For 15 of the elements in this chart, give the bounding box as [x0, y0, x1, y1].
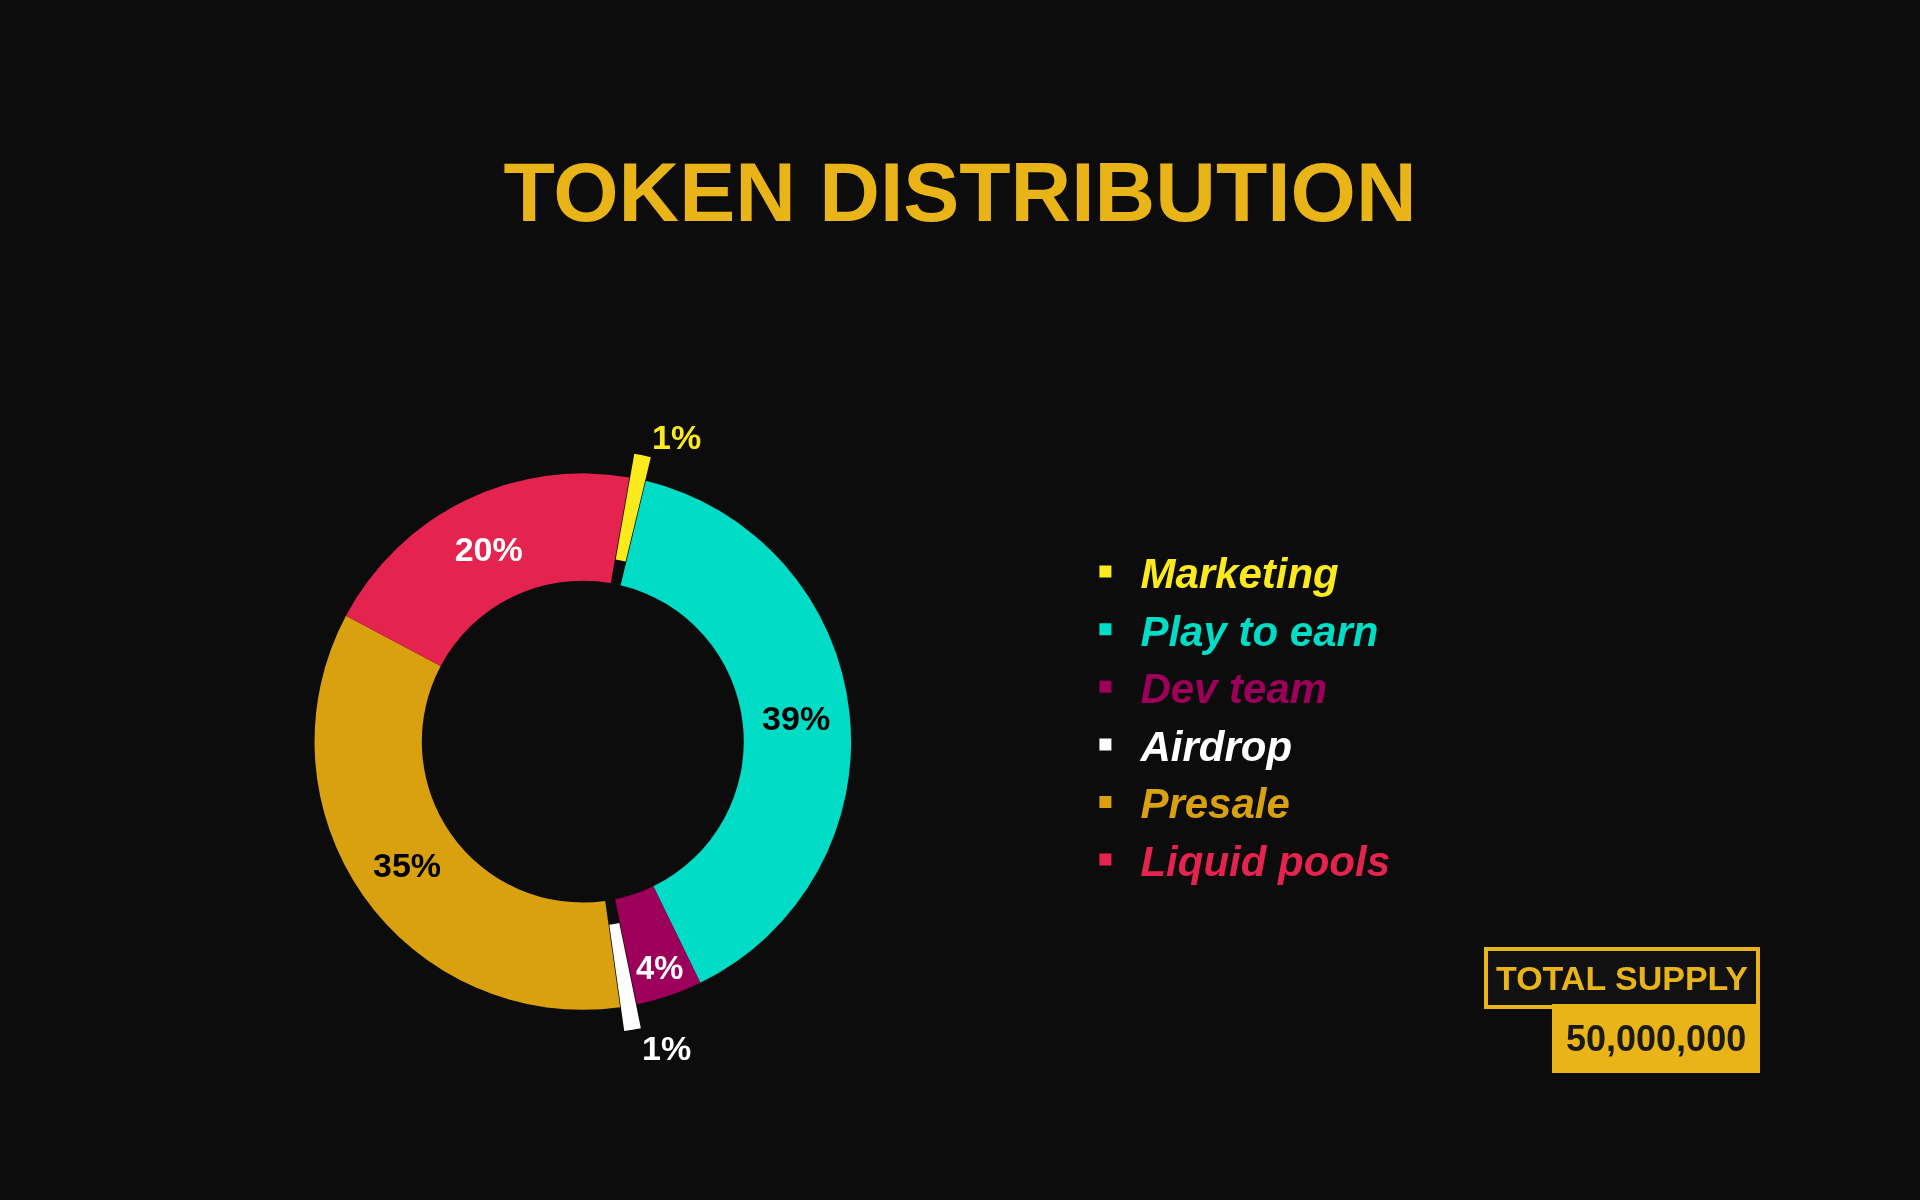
legend-label: Play to earn [1140, 607, 1379, 655]
data-label: 1% [642, 1029, 692, 1068]
data-label: 20% [454, 529, 523, 568]
legend-label: Presale [1140, 780, 1290, 828]
text: TOTAL SUPPLY [1496, 959, 1749, 997]
data-label: 4% [636, 948, 684, 986]
legend-label: Marketing [1140, 549, 1339, 597]
legend-label: Liquid pools [1140, 837, 1391, 885]
data-label: 39% [762, 699, 831, 738]
data-label: 35% [372, 845, 442, 884]
legend-label: Dev team [1140, 665, 1328, 713]
legend-label: Airdrop [1139, 722, 1293, 770]
text: 50,000,000 [1566, 1018, 1747, 1059]
data-label: 1% [652, 418, 702, 457]
chart-title: TOKEN DISTRIBUTION [503, 145, 1417, 240]
